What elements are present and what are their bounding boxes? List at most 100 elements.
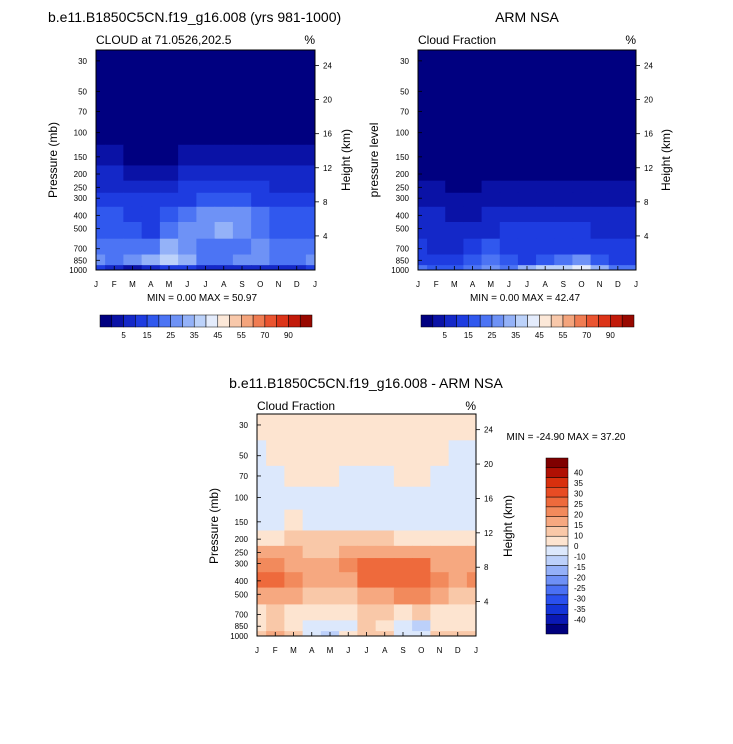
colorbar-label: 35 (190, 331, 199, 340)
heatmap-cell (445, 165, 465, 182)
heatmap-cell (284, 572, 304, 589)
colorbar-swatch (545, 487, 569, 498)
x-tick-label: O (418, 646, 424, 655)
x-tick-label: M (129, 280, 136, 289)
heatmap-cell (339, 558, 358, 573)
y2-tick-label: 12 (644, 164, 653, 173)
heatmap-cell (257, 631, 267, 636)
x-tick-label: N (597, 280, 603, 289)
heatmap-cell (554, 206, 574, 223)
heatmap-cell (466, 631, 476, 636)
heatmap-cell (232, 254, 252, 266)
colorbar-swatch (252, 314, 266, 328)
heatmap-cell (257, 558, 267, 573)
heatmap-cell (375, 414, 395, 441)
heatmap-cell (214, 180, 234, 194)
heatmap-cell (445, 254, 465, 266)
heatmap-cell (517, 206, 537, 223)
heatmap-cell (430, 572, 450, 589)
heatmap-cell (466, 558, 476, 573)
min-max-readout: MIN = -24.90 MAX = 37.20 (507, 432, 626, 443)
colorbar: 5 15 25 35 45 55 70 90 (99, 314, 313, 340)
colorbar-swatch (479, 314, 493, 328)
heatmap-cell (302, 587, 322, 606)
y2-tick-label: 12 (484, 529, 493, 538)
heatmap-model-cloud (96, 50, 315, 270)
x-tick-label: J (204, 280, 208, 289)
heatmap-cell (393, 604, 413, 621)
heatmap-cell (287, 96, 307, 146)
heatmap-cell (96, 50, 106, 98)
colorbar-swatch (545, 565, 569, 576)
heatmap-cell (196, 254, 216, 266)
x-tick-label: J (346, 646, 350, 655)
heatmap-cell (339, 620, 358, 632)
heatmap-cell (590, 222, 610, 240)
heatmap-cell (305, 180, 315, 194)
heatmap-cell (536, 238, 555, 256)
x-tick-label: N (276, 280, 282, 289)
heatmap-cell (626, 50, 636, 98)
heatmap-cell (418, 192, 428, 208)
heatmap-cell (418, 96, 428, 146)
colorbar-swatch (545, 516, 569, 527)
heatmap-cell (412, 486, 431, 511)
heatmap-cell (159, 222, 179, 240)
heatmap-cell (499, 50, 519, 98)
units-label: % (304, 33, 315, 47)
heatmap-cell (178, 180, 197, 194)
heatmap-cell (269, 144, 289, 167)
heatmap-cell (463, 254, 483, 266)
heatmap-cell (196, 96, 216, 146)
heatmap-cell (481, 144, 501, 167)
x-tick-label: O (578, 280, 584, 289)
heatmap-cell (214, 165, 234, 182)
heatmap-cell (305, 50, 315, 98)
heatmap-cell (481, 206, 501, 223)
y-tick-label: 700 (235, 611, 249, 620)
heatmap-cell (412, 545, 431, 559)
heatmap-cell (159, 254, 179, 266)
panel-difference: J F M A M J J A S O N D J305070100150200250300400500… (207, 399, 626, 655)
x-tick-label: M (487, 280, 494, 289)
heatmap-cell (481, 50, 501, 98)
y2-axis-label: Height (km) (339, 129, 353, 191)
figure-title-top-left: b.e11.B1850C5CN.f19_g16.008 (yrs 981-100… (48, 9, 341, 25)
heatmap-cell (393, 509, 413, 532)
heatmap-cell (626, 222, 636, 240)
heatmap-cell (608, 238, 628, 256)
heatmap-cell (251, 222, 270, 240)
heatmap-cell (302, 572, 322, 589)
y2-tick-label: 20 (644, 96, 653, 105)
y2-tick-label: 16 (484, 494, 493, 503)
heatmap-cell (554, 50, 574, 98)
heatmap-cell (196, 165, 216, 182)
heatmap-cell (357, 604, 377, 621)
heatmap-cell (626, 192, 636, 208)
heatmap-cell (572, 222, 592, 240)
heatmap-cell (499, 222, 519, 240)
heatmap-cell (554, 165, 574, 182)
colorbar-swatch (610, 314, 623, 328)
heatmap-cell (536, 50, 555, 98)
heatmap-cell (412, 572, 431, 589)
heatmap-cell (141, 50, 161, 98)
heatmap-cell (430, 486, 450, 511)
heatmap-cell (159, 96, 179, 146)
heatmap-cell (105, 206, 124, 223)
colorbar-label: -30 (574, 594, 586, 603)
heatmap-cell (96, 180, 106, 194)
colorbar-label: 90 (606, 331, 615, 340)
heatmap-cell (430, 440, 450, 467)
heatmap-cell (302, 530, 322, 547)
y-tick-label: 400 (235, 577, 249, 586)
heatmap-cell (214, 192, 234, 208)
heatmap-cell (141, 144, 161, 167)
heatmap-cell (284, 465, 304, 488)
heatmap-cell (466, 587, 476, 606)
heatmap-cell (590, 96, 610, 146)
heatmap-cell (196, 222, 216, 240)
colorbar-swatch (545, 457, 569, 469)
x-tick-label: A (221, 280, 227, 289)
colorbar-swatch (444, 314, 457, 328)
